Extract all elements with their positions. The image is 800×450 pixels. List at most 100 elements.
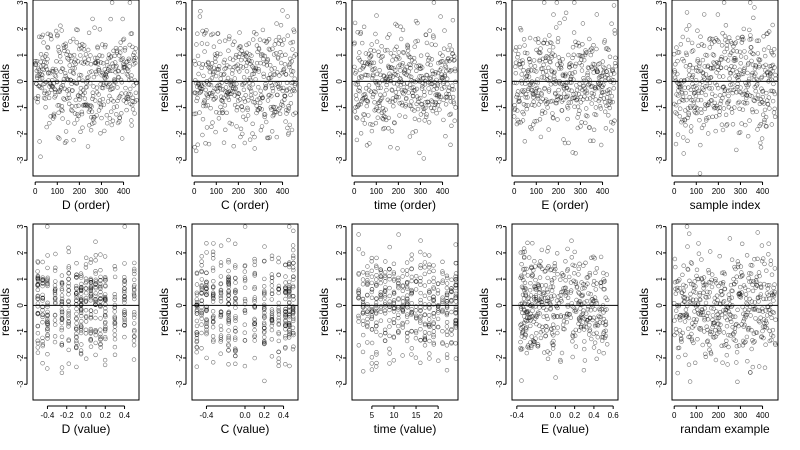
data-point (291, 247, 296, 253)
data-point (93, 258, 98, 263)
data-point (537, 311, 542, 316)
data-point (590, 66, 595, 71)
data-point (723, 56, 728, 61)
data-point (277, 105, 283, 111)
data-point (204, 286, 209, 291)
data-point (361, 332, 366, 338)
data-point (610, 68, 616, 74)
data-point (725, 39, 730, 44)
data-point (361, 303, 366, 308)
data-point (121, 98, 127, 103)
data-point (715, 12, 721, 17)
data-point (74, 295, 79, 300)
data-point (369, 280, 374, 286)
data-point (96, 66, 102, 71)
data-point (122, 64, 127, 69)
data-point (524, 106, 529, 112)
data-point (122, 312, 127, 318)
data-point (382, 293, 388, 298)
data-point (218, 293, 224, 299)
data-point (522, 139, 527, 144)
data-point (742, 65, 747, 71)
data-point (246, 98, 251, 103)
x-axis-label: time (order) (374, 198, 436, 212)
data-point (207, 69, 213, 75)
data-point (584, 96, 590, 102)
data-point (243, 117, 249, 122)
data-point (270, 318, 275, 323)
data-point (754, 109, 759, 114)
data-point (365, 320, 370, 325)
data-point (762, 119, 767, 125)
data-point (564, 320, 569, 325)
data-point (373, 310, 379, 315)
data-point (381, 113, 387, 119)
data-point (528, 323, 533, 329)
data-point (75, 112, 80, 117)
data-point (233, 316, 238, 321)
data-point (696, 69, 701, 74)
y-axis-label: residuals (477, 64, 491, 112)
data-point (280, 42, 285, 47)
x-tick-label: 0.0 (80, 411, 92, 420)
data-point (395, 146, 400, 151)
data-point (412, 116, 418, 122)
data-point (548, 307, 553, 312)
data-point (44, 67, 50, 72)
data-point (583, 260, 588, 265)
data-point (593, 112, 599, 118)
data-point (759, 243, 765, 248)
y-tick-label: 2 (175, 250, 184, 255)
data-point (444, 311, 450, 316)
data-point (241, 82, 246, 87)
data-point (199, 254, 204, 259)
y-tick-label: 3 (16, 0, 25, 5)
data-point (365, 304, 370, 309)
data-point (585, 113, 590, 119)
data-point (436, 324, 441, 330)
data-point (523, 327, 529, 332)
data-point (270, 46, 275, 51)
data-point (202, 49, 207, 54)
data-point (132, 312, 137, 317)
x-axis: -0.4 -0.2 0.0 0.2 0.4 (41, 405, 131, 420)
data-point (572, 333, 578, 338)
data-point (104, 59, 110, 65)
data-point (441, 46, 447, 51)
data-point (579, 68, 585, 73)
data-point (396, 86, 401, 92)
plot-frame (351, 223, 459, 401)
data-point (572, 69, 578, 75)
data-point (88, 293, 93, 299)
data-point (427, 356, 432, 361)
data-point (435, 70, 441, 76)
data-points (356, 232, 459, 374)
data-point (436, 94, 442, 100)
data-point (602, 99, 608, 105)
data-point (231, 144, 236, 149)
data-point (290, 39, 296, 45)
data-point (673, 291, 678, 296)
data-point (38, 59, 43, 64)
data-point (748, 36, 754, 42)
data-point (541, 305, 546, 310)
data-point (724, 317, 730, 323)
data-point (686, 110, 691, 116)
data-point (682, 118, 688, 123)
data-point (535, 344, 541, 349)
data-point (689, 261, 695, 266)
data-point (554, 303, 559, 309)
data-point (578, 306, 583, 311)
data-point (371, 48, 377, 53)
data-point (370, 94, 375, 100)
data-point (418, 305, 423, 310)
data-point (59, 341, 64, 346)
data-point (734, 90, 739, 95)
data-point (102, 321, 108, 326)
data-point (698, 326, 703, 331)
data-point (53, 28, 59, 34)
data-point (453, 356, 459, 361)
data-point (409, 352, 414, 357)
y-tick-label: 3 (335, 224, 344, 229)
